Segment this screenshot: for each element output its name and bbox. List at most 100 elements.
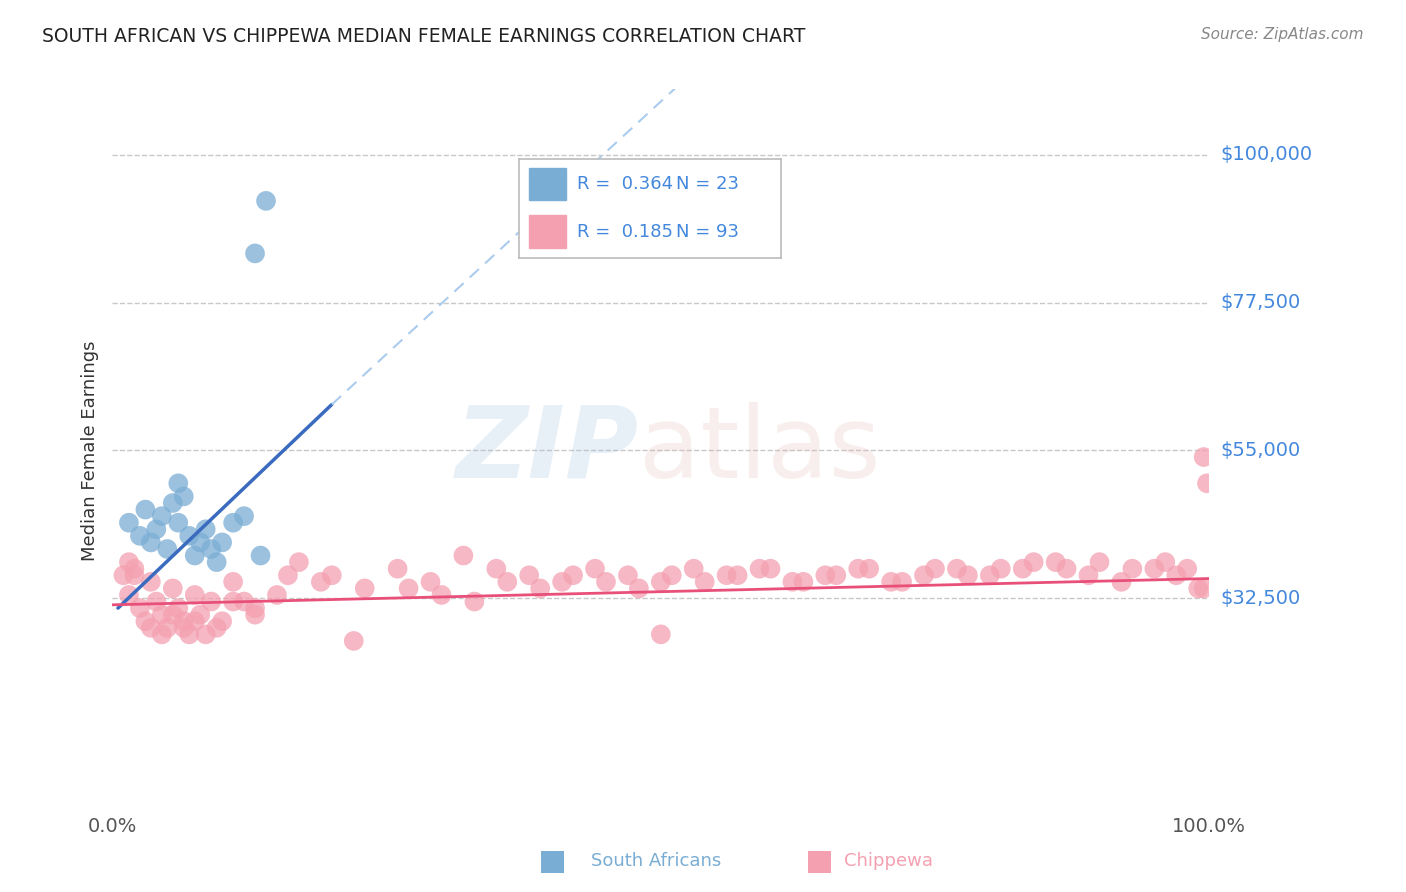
Point bbox=[211, 535, 233, 549]
Point bbox=[682, 562, 704, 576]
Point bbox=[134, 614, 156, 628]
Point bbox=[118, 588, 141, 602]
Y-axis label: Median Female Earnings: Median Female Earnings bbox=[80, 340, 98, 561]
Point bbox=[129, 601, 152, 615]
Point bbox=[693, 574, 716, 589]
Point bbox=[249, 549, 271, 563]
Point bbox=[150, 627, 173, 641]
Point bbox=[1121, 562, 1143, 576]
Point bbox=[814, 568, 837, 582]
Point bbox=[759, 562, 782, 576]
Point bbox=[343, 634, 366, 648]
Point bbox=[1056, 562, 1078, 576]
Text: South Africans: South Africans bbox=[591, 852, 721, 870]
Point bbox=[277, 568, 299, 582]
Point bbox=[134, 502, 156, 516]
Point bbox=[1111, 574, 1133, 589]
Point bbox=[309, 574, 332, 589]
Point bbox=[617, 568, 640, 582]
Point bbox=[162, 496, 184, 510]
Point bbox=[233, 594, 256, 608]
Point bbox=[1045, 555, 1067, 569]
Point bbox=[167, 601, 190, 615]
Point bbox=[627, 582, 650, 596]
Point bbox=[1195, 476, 1218, 491]
Point bbox=[1088, 555, 1111, 569]
Bar bbox=[530, 168, 567, 201]
Point bbox=[129, 529, 152, 543]
Text: ZIP: ZIP bbox=[456, 402, 638, 499]
Point bbox=[167, 516, 190, 530]
Point bbox=[825, 568, 848, 582]
Point bbox=[150, 607, 173, 622]
Point bbox=[1011, 562, 1033, 576]
Point bbox=[891, 574, 914, 589]
Point bbox=[924, 562, 946, 576]
Point bbox=[956, 568, 979, 582]
Point bbox=[517, 568, 540, 582]
Point bbox=[846, 562, 869, 576]
Point bbox=[222, 574, 245, 589]
Point bbox=[205, 621, 228, 635]
Point bbox=[398, 582, 420, 596]
Point bbox=[211, 614, 233, 628]
Text: R =  0.364: R = 0.364 bbox=[576, 175, 672, 193]
Point bbox=[792, 574, 814, 589]
Point bbox=[727, 568, 749, 582]
Point bbox=[173, 614, 195, 628]
Text: Source: ZipAtlas.com: Source: ZipAtlas.com bbox=[1201, 27, 1364, 42]
Point bbox=[200, 594, 222, 608]
Point bbox=[243, 246, 266, 260]
Point bbox=[880, 574, 903, 589]
Point bbox=[946, 562, 969, 576]
Point bbox=[912, 568, 935, 582]
Point bbox=[194, 627, 217, 641]
Point bbox=[288, 555, 311, 569]
Text: atlas: atlas bbox=[638, 402, 880, 499]
Point bbox=[183, 588, 207, 602]
Point bbox=[419, 574, 441, 589]
Text: N = 93: N = 93 bbox=[676, 223, 740, 241]
Point bbox=[529, 582, 551, 596]
Point bbox=[112, 568, 135, 582]
Text: $55,000: $55,000 bbox=[1220, 441, 1301, 460]
Text: SOUTH AFRICAN VS CHIPPEWA MEDIAN FEMALE EARNINGS CORRELATION CHART: SOUTH AFRICAN VS CHIPPEWA MEDIAN FEMALE … bbox=[42, 27, 806, 45]
Point bbox=[1166, 568, 1188, 582]
Point bbox=[1175, 562, 1198, 576]
Text: $100,000: $100,000 bbox=[1220, 145, 1312, 164]
Point bbox=[387, 562, 409, 576]
Point bbox=[139, 574, 162, 589]
Point bbox=[1187, 582, 1209, 596]
Point bbox=[562, 568, 585, 582]
Point bbox=[150, 509, 173, 524]
Point bbox=[156, 621, 179, 635]
Point bbox=[1192, 582, 1215, 596]
Point bbox=[139, 621, 162, 635]
Point bbox=[124, 568, 146, 582]
Point bbox=[243, 601, 266, 615]
Text: Chippewa: Chippewa bbox=[844, 852, 932, 870]
Point bbox=[156, 541, 179, 556]
Point bbox=[124, 562, 146, 576]
Point bbox=[188, 535, 211, 549]
Point bbox=[222, 516, 245, 530]
Point bbox=[243, 607, 266, 622]
Point bbox=[583, 562, 606, 576]
Point bbox=[650, 627, 672, 641]
Point bbox=[979, 568, 1001, 582]
Point bbox=[1143, 562, 1166, 576]
Point bbox=[485, 562, 508, 576]
Point bbox=[173, 621, 195, 635]
Point bbox=[145, 594, 167, 608]
Point bbox=[167, 476, 190, 491]
Bar bbox=[530, 215, 567, 248]
Point bbox=[222, 594, 245, 608]
Point bbox=[233, 509, 256, 524]
Point bbox=[179, 529, 201, 543]
Point bbox=[188, 607, 211, 622]
Point bbox=[430, 588, 453, 602]
Point bbox=[321, 568, 343, 582]
Point bbox=[858, 562, 880, 576]
Point bbox=[1022, 555, 1045, 569]
Text: $77,500: $77,500 bbox=[1220, 293, 1301, 312]
